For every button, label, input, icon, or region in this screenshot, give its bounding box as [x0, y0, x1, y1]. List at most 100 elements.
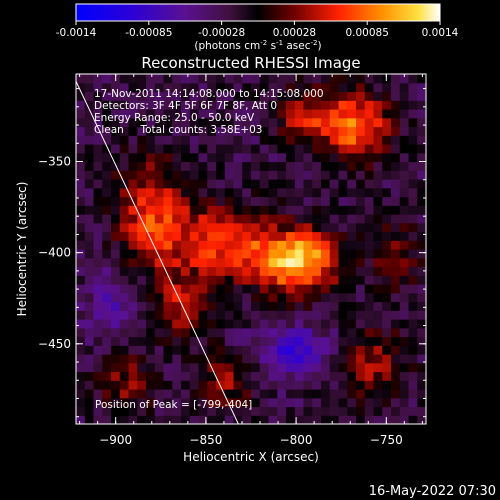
heatmap-cell	[154, 240, 165, 250]
heatmap-cell	[102, 170, 112, 180]
heatmap-cell	[338, 161, 348, 171]
heatmap-cell	[303, 310, 313, 320]
heatmap-cell	[399, 82, 410, 93]
heatmap-cell	[356, 100, 366, 110]
heatmap-cell	[102, 100, 112, 110]
heatmap-cell	[181, 135, 191, 145]
heatmap-cell	[242, 345, 252, 355]
heatmap-cell	[408, 231, 418, 241]
heatmap-cell	[146, 152, 156, 163]
heatmap-cell	[242, 144, 252, 154]
heatmap-cell	[268, 91, 278, 101]
heatmap-cell	[286, 240, 296, 250]
heatmap-cell	[251, 301, 261, 311]
heatmap-cell	[312, 371, 322, 381]
heatmap-cell	[216, 284, 226, 294]
heatmap-cell	[321, 319, 331, 329]
heatmap-cell	[303, 152, 313, 163]
heatmap-cell	[338, 214, 348, 224]
heatmap-cell	[102, 152, 112, 163]
heatmap-cell	[84, 109, 95, 119]
heatmap-cell	[321, 336, 331, 346]
heatmap-cell	[76, 187, 86, 198]
colorbar-units-end: )	[318, 40, 322, 52]
heatmap-cell	[294, 222, 305, 233]
heatmap-cell	[102, 179, 112, 189]
heatmap-cell	[207, 196, 217, 206]
heatmap-cell	[216, 231, 226, 241]
heatmap-cell	[154, 345, 165, 355]
heatmap-cell	[137, 170, 147, 180]
heatmap-cell	[163, 362, 173, 373]
heatmap-cell	[329, 109, 340, 119]
heatmap-cell	[216, 82, 226, 93]
heatmap-cell	[93, 205, 103, 215]
heatmap-cell	[373, 257, 383, 268]
heatmap-cell	[154, 205, 165, 215]
heatmap-cell	[198, 74, 208, 84]
heatmap-cell	[224, 179, 235, 189]
heatmap-cell	[286, 214, 296, 224]
heatmap-cell	[76, 266, 86, 276]
heatmap-cell	[119, 380, 130, 390]
heatmap-cell	[408, 327, 418, 338]
heatmap-cell	[259, 117, 270, 128]
heatmap-cell	[417, 354, 426, 364]
heatmap-cell	[417, 205, 426, 215]
heatmap-cell	[382, 327, 392, 338]
heatmap-cell	[163, 371, 173, 381]
heatmap-cell	[233, 257, 243, 268]
heatmap-cell	[286, 310, 296, 320]
heatmap-cell	[119, 319, 130, 329]
heatmap-cell	[102, 275, 112, 285]
x-axis: −900 −850 −800 −750	[79, 74, 423, 447]
heatmap-cell	[84, 231, 95, 241]
heatmap-cell	[286, 179, 296, 189]
heatmap-cell	[216, 257, 226, 268]
heatmap-cell	[277, 275, 287, 285]
heatmap-cell	[137, 301, 147, 311]
heatmap-cell	[154, 249, 165, 259]
heatmap-cell	[137, 415, 147, 424]
heatmap-cell	[216, 415, 226, 424]
heatmap-cell	[294, 257, 305, 268]
heatmap-cell	[146, 82, 156, 93]
heatmap-cell	[76, 214, 86, 224]
heatmap-cell	[93, 284, 103, 294]
heatmap-cell	[207, 292, 217, 303]
heatmap-cell	[399, 100, 410, 110]
heatmap-cell	[233, 196, 243, 206]
heatmap-cell	[391, 380, 401, 390]
heatmap-cell	[128, 257, 138, 268]
heatmap-cell	[373, 152, 383, 163]
heatmap-cell	[277, 144, 287, 154]
heatmap-cell	[329, 100, 340, 110]
heatmap-cell	[382, 257, 392, 268]
heatmap-cell	[251, 170, 261, 180]
heatmap-cell	[189, 187, 200, 198]
heatmap-cell	[347, 231, 357, 241]
heatmap-cell	[321, 196, 331, 206]
heatmap-cell	[286, 126, 296, 136]
heatmap-cell	[207, 179, 217, 189]
heatmap-cell	[128, 205, 138, 215]
heatmap-cell	[303, 240, 313, 250]
heatmap-cell	[251, 91, 261, 101]
heatmap-cell	[111, 249, 121, 259]
heatmap-cell	[76, 205, 86, 215]
heatmap-cell	[84, 301, 95, 311]
heatmap-cell	[242, 196, 252, 206]
heatmap-cell	[146, 406, 156, 416]
heatmap-cell	[93, 319, 103, 329]
heatmap-cell	[268, 345, 278, 355]
heatmap-cell	[233, 91, 243, 101]
heatmap-cell	[251, 354, 261, 364]
heatmap-cell	[277, 415, 287, 424]
heatmap-cell	[84, 82, 95, 93]
heatmap-cell	[329, 249, 340, 259]
heatmap-cell	[294, 249, 305, 259]
heatmap-cell	[111, 301, 121, 311]
heatmap-cell	[268, 170, 278, 180]
heatmap-cell	[268, 231, 278, 241]
heatmap-cell	[277, 152, 287, 163]
